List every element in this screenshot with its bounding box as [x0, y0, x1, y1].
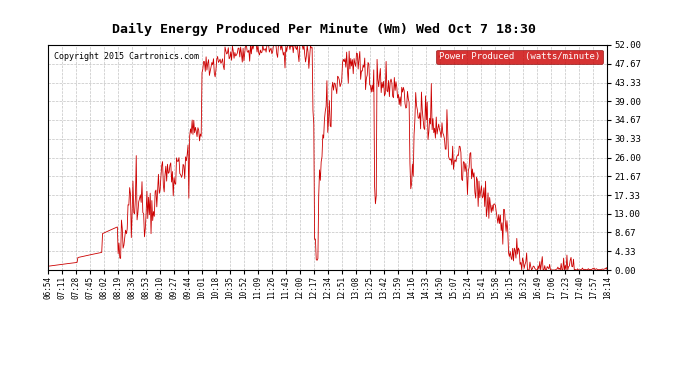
Legend: Power Produced  (watts/minute): Power Produced (watts/minute): [436, 50, 602, 64]
Text: Daily Energy Produced Per Minute (Wm) Wed Oct 7 18:30: Daily Energy Produced Per Minute (Wm) We…: [112, 22, 536, 36]
Text: Copyright 2015 Cartronics.com: Copyright 2015 Cartronics.com: [54, 52, 199, 61]
